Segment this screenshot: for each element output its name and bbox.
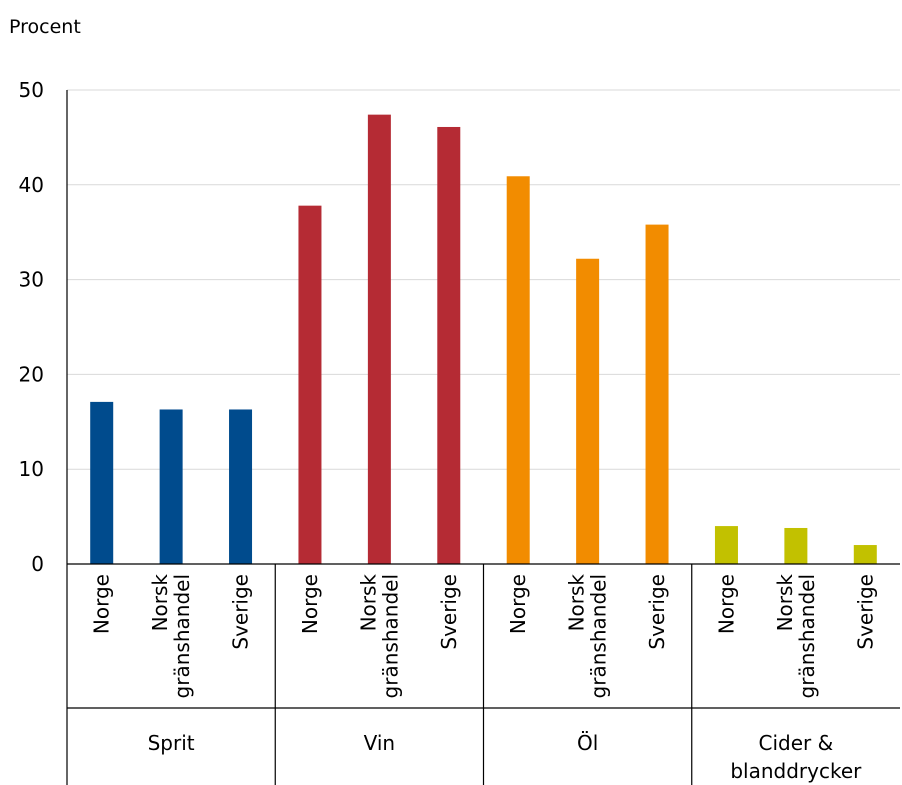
bar <box>714 526 738 564</box>
group-label: Cider & blanddrycker <box>730 731 862 783</box>
gridlines <box>67 89 900 470</box>
category-label: Sverige <box>645 574 669 650</box>
y-tick-label: 50 <box>19 78 44 102</box>
bar <box>229 409 253 564</box>
bar <box>506 176 530 564</box>
category-label: Norskgränshandel <box>565 574 611 699</box>
y-tick-label: 0 <box>31 552 44 576</box>
category-label: Norskgränshandel <box>773 574 819 699</box>
bar <box>853 545 877 564</box>
bar <box>437 126 461 565</box>
category-label: Sverige <box>229 574 253 650</box>
bar <box>159 409 183 564</box>
bar <box>645 224 669 564</box>
category-label: Sverige <box>437 574 461 650</box>
category-label: Norge <box>506 574 530 634</box>
category-label: Norge <box>298 574 322 634</box>
y-tick-label: 20 <box>19 362 44 386</box>
y-tick-label: 10 <box>19 457 44 481</box>
group-label: Öl <box>577 731 598 755</box>
bars <box>90 114 877 565</box>
bar <box>576 258 600 564</box>
bar <box>784 527 808 564</box>
y-axis-label: Procent <box>9 16 81 38</box>
group-label: Sprit <box>148 731 195 755</box>
y-tick-label: 30 <box>19 268 44 292</box>
bar <box>298 205 322 564</box>
category-label: Norskgränshandel <box>356 574 402 699</box>
category-label: Norge <box>714 574 738 634</box>
group-label: Vin <box>364 731 395 755</box>
category-label: Norge <box>90 574 114 634</box>
category-label: Sverige <box>853 574 877 650</box>
bar <box>90 401 114 564</box>
category-label: Norskgränshandel <box>148 574 194 699</box>
bar <box>367 114 391 564</box>
y-tick-label: 40 <box>19 173 44 197</box>
labels: 0 10 20 30 40 50 Norge Norskgränshandel Sverige S… <box>19 78 878 783</box>
axes <box>66 90 900 785</box>
